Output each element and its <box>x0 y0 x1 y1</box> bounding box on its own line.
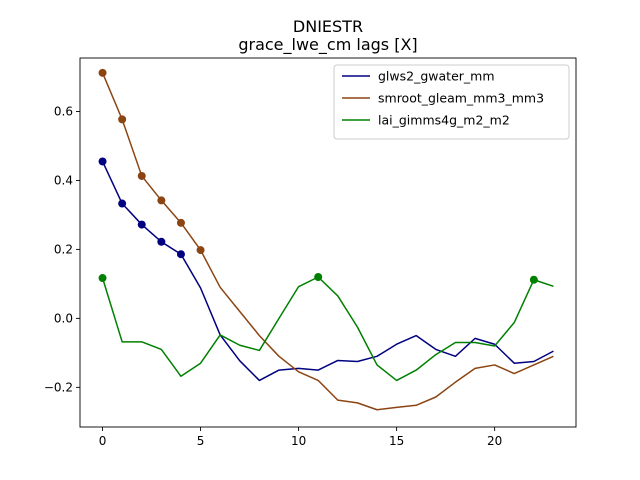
series-lai_gimms4g_m2_m2 <box>98 272 554 382</box>
data-point <box>98 68 107 77</box>
series-smroot_gleam_mm3_mm3 <box>98 68 554 411</box>
y-tick-label: 0.2 <box>54 242 73 256</box>
data-point <box>98 157 107 166</box>
data-point <box>118 199 127 208</box>
data-point <box>196 246 205 255</box>
data-point <box>118 115 127 124</box>
series-line <box>101 72 554 411</box>
y-tick-label: −0.2 <box>44 380 73 394</box>
series-glws2_gwater_mm <box>98 157 554 382</box>
x-tick-label: 15 <box>389 434 404 448</box>
x-tick-label: 5 <box>197 434 205 448</box>
x-tick-label: 20 <box>487 434 502 448</box>
plot-area: 0 5 10 15 20 −0.2 0.0 0.2 0.4 0.6 <box>44 57 577 448</box>
y-tick-label: 0.0 <box>54 311 73 325</box>
x-tick-label: 10 <box>291 434 306 448</box>
data-point <box>137 220 146 229</box>
legend-frame <box>333 64 570 140</box>
x-tick-label: 0 <box>99 434 107 448</box>
chart-title: DNIESTR <box>293 17 363 36</box>
series-line <box>101 276 554 382</box>
data-point <box>314 272 323 281</box>
data-point <box>157 196 166 205</box>
legend-label: glws2_gwater_mm <box>378 69 495 84</box>
y-tick-label: 0.6 <box>54 104 73 118</box>
data-point <box>137 171 146 180</box>
chart-subtitle: grace_lwe_cm lags [X] <box>238 35 417 55</box>
legend-label: lai_gimms4g_m2_m2 <box>378 113 510 128</box>
series-line <box>101 161 554 382</box>
data-point <box>176 218 185 227</box>
axes-frame <box>79 57 577 428</box>
data-point <box>157 237 166 246</box>
data-point <box>98 274 107 283</box>
data-point <box>529 275 538 284</box>
y-tick-label: 0.4 <box>54 173 73 187</box>
legend-label: smroot_gleam_mm3_mm3 <box>378 91 544 106</box>
data-point <box>176 250 185 259</box>
legend: glws2_gwater_mm smroot_gleam_mm3_mm3 lai_g… <box>333 64 570 140</box>
